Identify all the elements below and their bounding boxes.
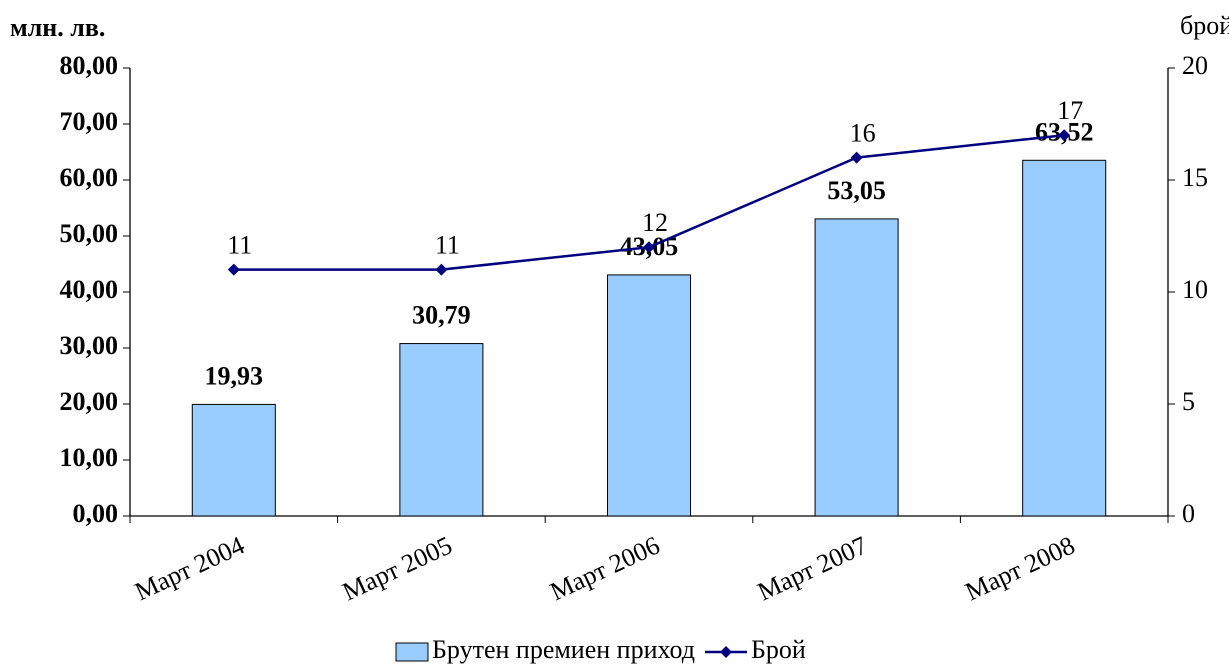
- line-marker: [643, 241, 655, 254]
- y-tick-label: 10,00: [60, 443, 119, 472]
- x-tick-label: Март 2008: [961, 531, 1079, 607]
- x-tick-label: Март 2006: [546, 531, 664, 607]
- y2-tick-label: 10: [1182, 275, 1208, 304]
- legend-swatch: [395, 642, 429, 662]
- bar: [1022, 159, 1107, 517]
- y-tick-label: 40,00: [60, 275, 119, 304]
- line-value-label: 17: [1057, 96, 1083, 125]
- line-value-label: 12: [642, 208, 668, 237]
- y2-axis-label: брой: [1180, 11, 1229, 40]
- y-tick-label: 20,00: [60, 387, 119, 416]
- bar-value-label: 30,79: [412, 301, 471, 330]
- x-tick-label: Март 2007: [753, 531, 871, 607]
- legend-label: Брутен премиен приход: [432, 635, 695, 664]
- legend-label: Брой: [751, 635, 806, 664]
- bar: [399, 343, 484, 517]
- y-axis-label: млн. лв.: [10, 13, 105, 42]
- line-marker: [1058, 129, 1071, 142]
- y2-tick-label: 5: [1182, 387, 1195, 416]
- line-value-label: 11: [435, 231, 460, 260]
- y-tick-label: 60,00: [60, 163, 119, 192]
- y2-tick-label: 15: [1182, 163, 1208, 192]
- line-value-label: 11: [227, 231, 252, 260]
- line-marker: [227, 263, 240, 276]
- y2-tick-label: 0: [1182, 499, 1195, 528]
- y-tick-label: 80,00: [60, 51, 119, 80]
- x-tick-label: Март 2005: [338, 531, 456, 607]
- y-tick-label: 50,00: [60, 219, 119, 248]
- bar-value-label: 19,93: [205, 361, 264, 390]
- y-tick-label: 30,00: [60, 331, 119, 360]
- y-tick-label: 70,00: [60, 107, 119, 136]
- bar-value-label: 53,05: [827, 176, 886, 205]
- y2-tick-label: 20: [1182, 51, 1208, 80]
- y-tick-label: 0,00: [73, 499, 119, 528]
- legend-marker: [720, 646, 732, 658]
- line-value-label: 16: [850, 119, 876, 148]
- x-tick-label: Март 2004: [130, 531, 248, 607]
- line-marker: [435, 263, 448, 276]
- line-marker: [850, 151, 863, 164]
- bar: [191, 403, 276, 517]
- bar: [606, 274, 692, 517]
- bar: [814, 218, 899, 517]
